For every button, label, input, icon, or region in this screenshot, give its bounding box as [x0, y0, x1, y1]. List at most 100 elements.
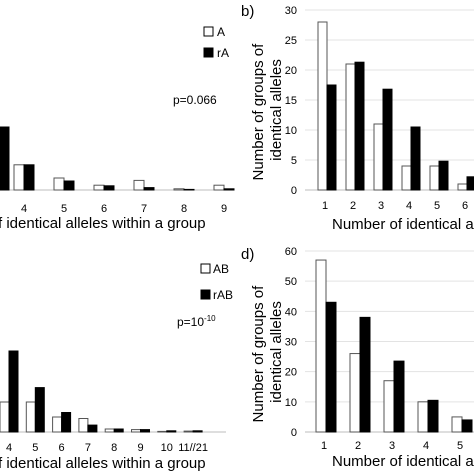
panel-a-xtick-label: 9	[221, 203, 227, 215]
panel-b-ylabel: Number of groups of identical alleles	[250, 40, 285, 181]
panel-c-bar-rAB-4	[8, 350, 19, 433]
panel-b-ylabel-line-1: Number of groups of	[250, 43, 267, 181]
panel-b-ytick-label: 20	[285, 65, 297, 77]
panel-c: 4 5 6 7 8 9 10 11//21 AB rAB p=10-10 f identica…	[0, 262, 233, 472]
panel-d-xtick-label: 1	[321, 440, 327, 452]
panel-b-bar-rA-6	[466, 176, 474, 191]
panel-d-bar-AB-3	[383, 380, 395, 433]
panel-c-annotation-base: p=10	[177, 315, 204, 329]
panel-b-bar-rA-3	[382, 88, 393, 191]
panel-a-bar-A-5	[53, 177, 65, 191]
panel-d-ytick-label: 40	[285, 306, 297, 318]
panel-b-ytick-label: 0	[291, 185, 297, 197]
legend-c-swatch-AB	[200, 263, 211, 274]
panel-a-xtick-label: 5	[61, 203, 67, 215]
panel-b-bar-A-3	[373, 123, 384, 191]
legend-a-label-A: A	[217, 25, 225, 39]
panel-c-xtick-label: 8	[111, 442, 117, 454]
panel-b-bar-A-4	[401, 165, 412, 191]
panel-c-bar-rAB-5	[34, 387, 45, 433]
legend-a-swatch-A	[203, 26, 214, 37]
panel-c-bar-rAB-6	[61, 412, 72, 433]
panel-d-bar-AB-4	[417, 401, 429, 433]
panel-a-bar-rA-4	[23, 164, 35, 191]
panel-a-xtick-label: 6	[101, 203, 107, 215]
panel-c-bar-AB-4	[0, 401, 10, 433]
panel-a-bar-A-4	[13, 164, 25, 191]
panel-b-ytick-label: 30	[285, 5, 297, 17]
panel-b-bar-rA-1	[326, 84, 337, 191]
panel-c-xtick-label: 9	[137, 442, 143, 454]
panel-d-bar-AB-2	[349, 353, 361, 433]
panel-d-ytick-label: 50	[285, 276, 297, 288]
panel-d-bar-AB-5	[451, 416, 463, 433]
panel-c-xtick-label: 11//21	[178, 442, 208, 454]
panel-c-bar-AB-7	[78, 418, 89, 433]
panel-b-ytick-label: 15	[285, 95, 297, 107]
panel-c-bar-AB-6	[52, 416, 63, 433]
panel-a-xtick-label: 4	[21, 203, 27, 215]
panel-c-bar-rAB-10	[166, 430, 177, 433]
panel-b-xtick-label: 5	[434, 200, 440, 212]
panel-b-bar-A-5	[429, 165, 440, 191]
panel-a-annotation: p=0.066	[173, 93, 217, 107]
panel-c-bar-rAB-1121	[192, 430, 203, 433]
panel-b-ylabel-line-2: identical alleles	[268, 59, 285, 161]
panel-d-ylabel-line-2: identical alleles	[268, 301, 285, 403]
panel-c-xtick-label: 10	[161, 442, 173, 454]
panel-d-ytick-label: 60	[285, 246, 297, 258]
panel-b-label: b)	[241, 3, 254, 20]
panel-c-xtick-label: 5	[32, 442, 38, 454]
panel-b-xtick-label: 3	[378, 200, 384, 212]
panel-a-bar-A-6	[93, 184, 105, 191]
panel-d-bar-rAB-3	[393, 360, 405, 433]
panel-c-bar-AB-8	[104, 428, 115, 433]
panel-d-ytick-label: 0	[291, 427, 297, 439]
panel-b-bar-rA-4	[410, 126, 421, 191]
panel-c-xtick-label: 6	[59, 442, 65, 454]
panel-b-bar-A-2	[345, 63, 356, 191]
panel-c-bar-AB-10	[157, 430, 168, 433]
panel-b-xtick-label: 6	[462, 200, 468, 212]
panel-d-xtick-label: 4	[423, 440, 429, 452]
panel-b-xtick-label: 1	[322, 200, 328, 212]
panel-c-xlabel: f identical alleles within a group	[0, 455, 206, 472]
panel-d-bar-rAB-2	[359, 316, 371, 433]
panel-d-ytick-label: 20	[285, 367, 297, 379]
panel-d-bar-rAB-5	[461, 419, 473, 433]
panel-b-bar-A-6	[457, 183, 468, 191]
panel-d-bar-rAB-1	[325, 301, 337, 433]
panel-b: b) 0 5 10 15 20 25 30 1 2 3 4 5 6 Number of groups …	[241, 3, 474, 233]
panel-c-bar-AB-9	[131, 429, 141, 433]
panel-a: 4 5 6 7 8 9 A rA p=0.066 f identical alleles …	[0, 25, 235, 232]
panel-a-xtick-label: 8	[181, 203, 187, 215]
panel-a-bar-A-7	[133, 179, 145, 191]
panel-a-bar-A-8	[173, 188, 185, 191]
panel-c-bar-AB-5	[25, 401, 36, 433]
panel-d-ylabel-line-1: Number of groups of	[250, 285, 267, 423]
panel-d-xtick-label: 5	[457, 440, 463, 452]
panel-a-bar-rA-6	[103, 185, 115, 191]
legend-c-label-rAB: rAB	[213, 288, 233, 302]
panel-c-annotation: p=10-10	[177, 314, 216, 329]
panel-a-xtick-label: 7	[141, 203, 147, 215]
panel-a-bar-rA-7	[143, 187, 155, 191]
panel-d-ytick-label: 10	[285, 397, 297, 409]
panel-c-annotation-exponent: -10	[204, 314, 216, 323]
panel-a-bar-partial	[0, 126, 10, 191]
panel-a-bar-rA-9	[223, 188, 235, 191]
panel-c-bar-AB-1121	[183, 430, 194, 433]
panel-a-bar-A-9	[213, 184, 225, 191]
panel-c-bar-rAB-7	[87, 424, 98, 433]
panel-d: d) 0 10 20 30 40 50 60 1 2 3 4 5 Number of groups …	[241, 246, 474, 470]
panel-c-xtick-label: 7	[85, 442, 91, 454]
panel-b-ytick-label: 25	[285, 35, 297, 47]
panel-d-xtick-label: 3	[389, 440, 395, 452]
panel-b-bar-A-1	[317, 21, 328, 191]
panel-d-xtick-label: 2	[355, 440, 361, 452]
panel-d-bar-AB-1	[315, 259, 327, 433]
panel-d-label: d)	[241, 246, 254, 263]
legend-a-swatch-rA	[203, 47, 214, 58]
panel-b-xlabel: Number of identical a	[332, 216, 474, 233]
